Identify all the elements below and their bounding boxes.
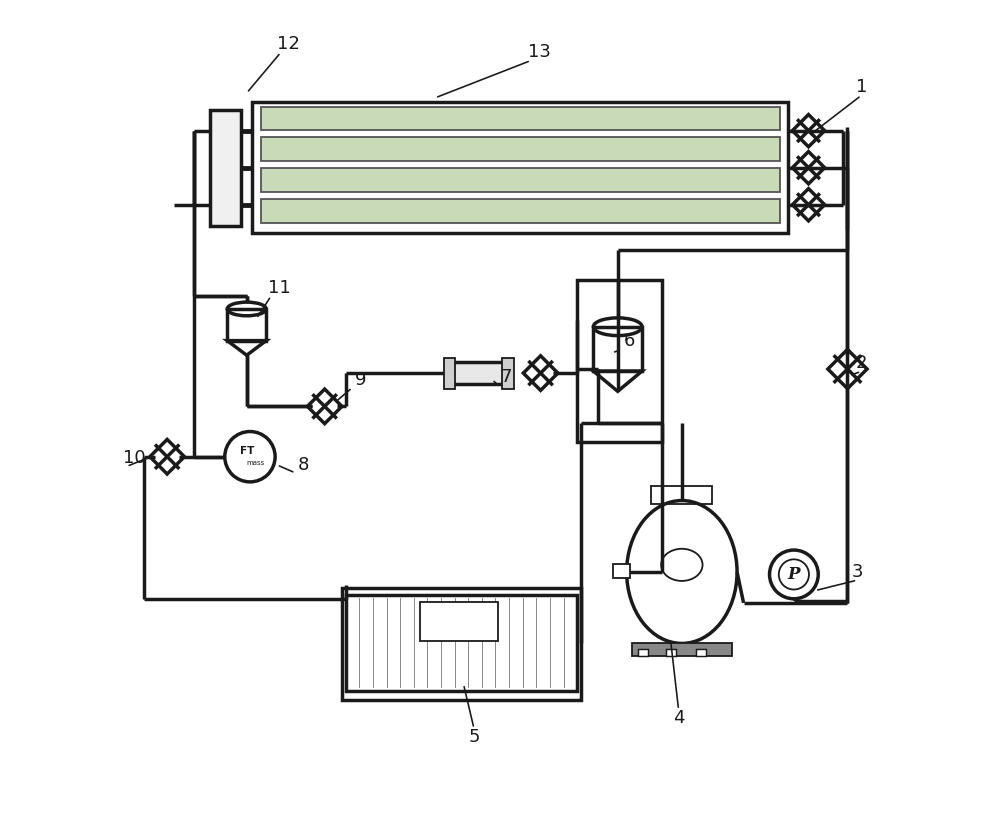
- Text: 4: 4: [673, 709, 684, 727]
- Circle shape: [779, 559, 809, 589]
- Text: 10: 10: [123, 450, 146, 468]
- Bar: [577, 280, 662, 442]
- Bar: [420, 602, 498, 641]
- Circle shape: [770, 550, 818, 599]
- Bar: [261, 137, 780, 161]
- Bar: [346, 595, 577, 690]
- Text: 7: 7: [501, 368, 512, 386]
- Bar: [252, 102, 788, 233]
- Bar: [261, 199, 780, 223]
- Text: 2: 2: [856, 354, 867, 372]
- Text: 3: 3: [851, 563, 863, 581]
- Bar: [261, 168, 780, 192]
- Bar: [450, 361, 508, 384]
- Text: P: P: [788, 566, 800, 583]
- Text: FT: FT: [240, 446, 255, 456]
- Bar: [444, 357, 455, 388]
- Text: 9: 9: [355, 370, 366, 388]
- Bar: [261, 107, 780, 131]
- Bar: [638, 649, 648, 655]
- Bar: [210, 110, 241, 225]
- Text: 6: 6: [624, 332, 636, 350]
- Bar: [502, 357, 514, 388]
- Text: 8: 8: [298, 456, 309, 474]
- Bar: [651, 486, 712, 503]
- Bar: [593, 326, 642, 371]
- Text: 13: 13: [528, 43, 550, 61]
- Bar: [613, 564, 630, 579]
- Text: 1: 1: [856, 78, 867, 96]
- Bar: [227, 309, 266, 340]
- Bar: [632, 644, 732, 655]
- Bar: [696, 649, 706, 655]
- Bar: [342, 588, 581, 700]
- Text: 11: 11: [268, 279, 291, 297]
- Circle shape: [225, 432, 275, 482]
- Text: mass: mass: [247, 460, 265, 466]
- Bar: [666, 649, 676, 655]
- Text: 12: 12: [277, 35, 300, 53]
- Text: 5: 5: [468, 728, 480, 746]
